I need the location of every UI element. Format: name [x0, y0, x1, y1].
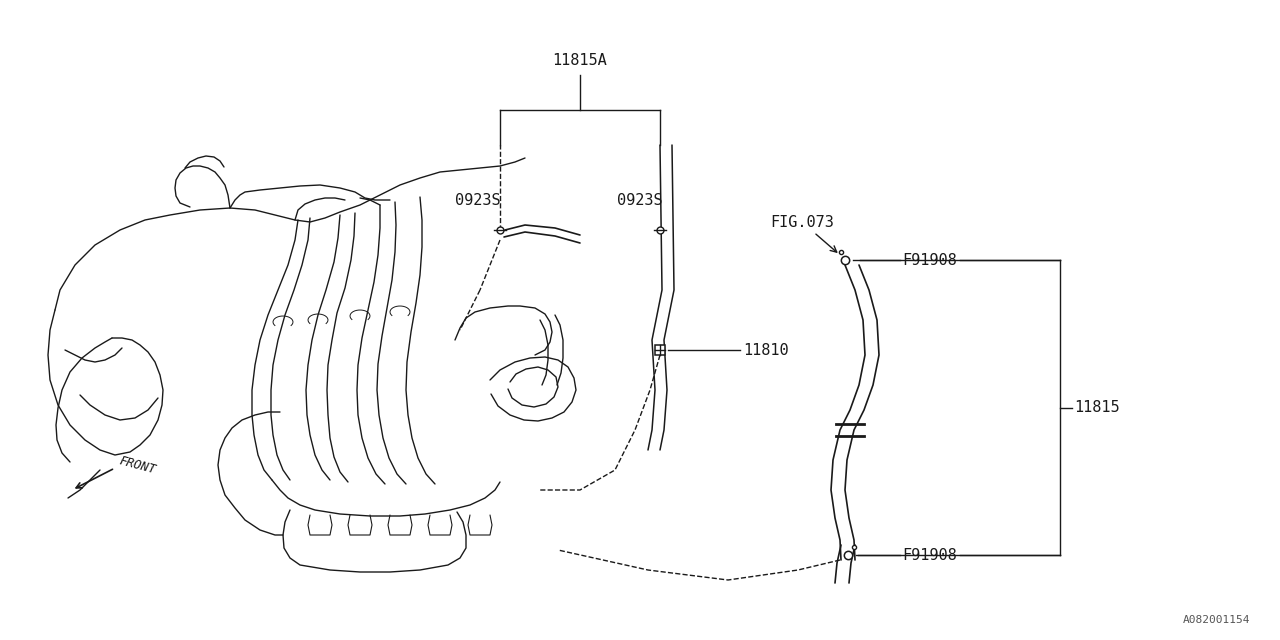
Text: FIG.073: FIG.073: [771, 214, 837, 252]
Text: 11815A: 11815A: [553, 53, 608, 68]
Text: F91908: F91908: [902, 253, 956, 268]
Text: 0923S: 0923S: [617, 193, 663, 208]
Text: 11815: 11815: [1074, 400, 1120, 415]
Text: A082001154: A082001154: [1183, 615, 1251, 625]
Text: 0923S: 0923S: [456, 193, 500, 208]
Text: F91908: F91908: [902, 547, 956, 563]
Text: FRONT: FRONT: [118, 454, 157, 476]
Text: 11810: 11810: [742, 342, 788, 358]
